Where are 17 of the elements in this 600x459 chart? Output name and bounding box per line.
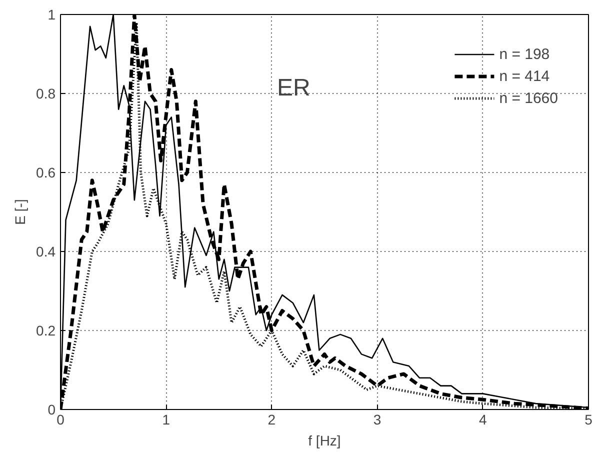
legend-label: n = 414 [499, 68, 550, 84]
y-tick-label: 0.6 [36, 164, 56, 180]
y-tick-label: 0.8 [36, 86, 56, 102]
x-tick-label: 5 [584, 412, 593, 428]
x-tick-label: 4 [479, 412, 488, 428]
y-tick-label: 0 [48, 402, 56, 418]
x-tick-label: 2 [268, 412, 276, 428]
legend-label: n = 198 [499, 46, 550, 62]
x-axis-title: f [Hz] [308, 432, 341, 448]
legend-label: n = 1660 [499, 90, 558, 106]
annotation: ER [276, 74, 310, 102]
y-tick-label: 0.4 [36, 244, 56, 260]
y-axis-title: E [-] [12, 199, 28, 225]
x-tick-label: 3 [373, 412, 382, 428]
x-tick-label: 1 [162, 412, 170, 428]
y-tick-label: 0.2 [36, 322, 56, 338]
y-tick-label: 1 [48, 6, 56, 22]
